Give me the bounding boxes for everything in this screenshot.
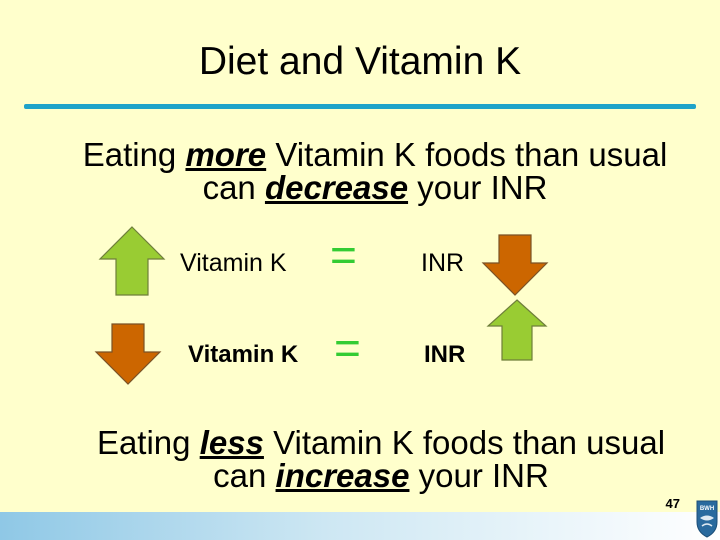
page-number: 47 xyxy=(665,496,680,511)
arrow-up-icon xyxy=(98,226,166,296)
footer-gradient-band xyxy=(0,512,720,540)
emphasis-increase: increase xyxy=(275,457,410,494)
statement-line-1: Eating more Vitamin K foods than usual xyxy=(82,136,668,173)
statement-line-2: can decrease your INR xyxy=(202,169,548,206)
slide-title: Diet and Vitamin K xyxy=(198,40,522,83)
arrow-down-icon xyxy=(94,323,162,385)
bwh-shield-logo: BWH xyxy=(696,500,718,538)
emphasis-more: more xyxy=(185,136,267,173)
statement-line-2: can increase your INR xyxy=(213,457,549,494)
vitamin-k-label-row2: Vitamin K xyxy=(188,341,299,368)
emphasis-decrease: decrease xyxy=(264,169,409,206)
equals-sign-row1: = xyxy=(330,229,357,281)
statement-line-1: Eating less Vitamin K foods than usual xyxy=(96,424,666,461)
arrow-down-icon xyxy=(481,234,549,296)
more-vitamin-k-statement: Eating more Vitamin K foods than usual c… xyxy=(30,138,720,204)
equals-sign-row2: = xyxy=(334,322,361,374)
inr-label-row2: INR xyxy=(424,341,466,368)
arrow-up-icon xyxy=(486,299,548,361)
vitamin-k-label-row1: Vitamin K xyxy=(180,249,287,277)
title-divider xyxy=(24,104,696,109)
inr-label-row1: INR xyxy=(421,249,465,277)
less-vitamin-k-statement: Eating less Vitamin K foods than usual c… xyxy=(36,426,720,492)
logo-text: BWH xyxy=(700,506,714,512)
emphasis-less: less xyxy=(199,424,264,461)
